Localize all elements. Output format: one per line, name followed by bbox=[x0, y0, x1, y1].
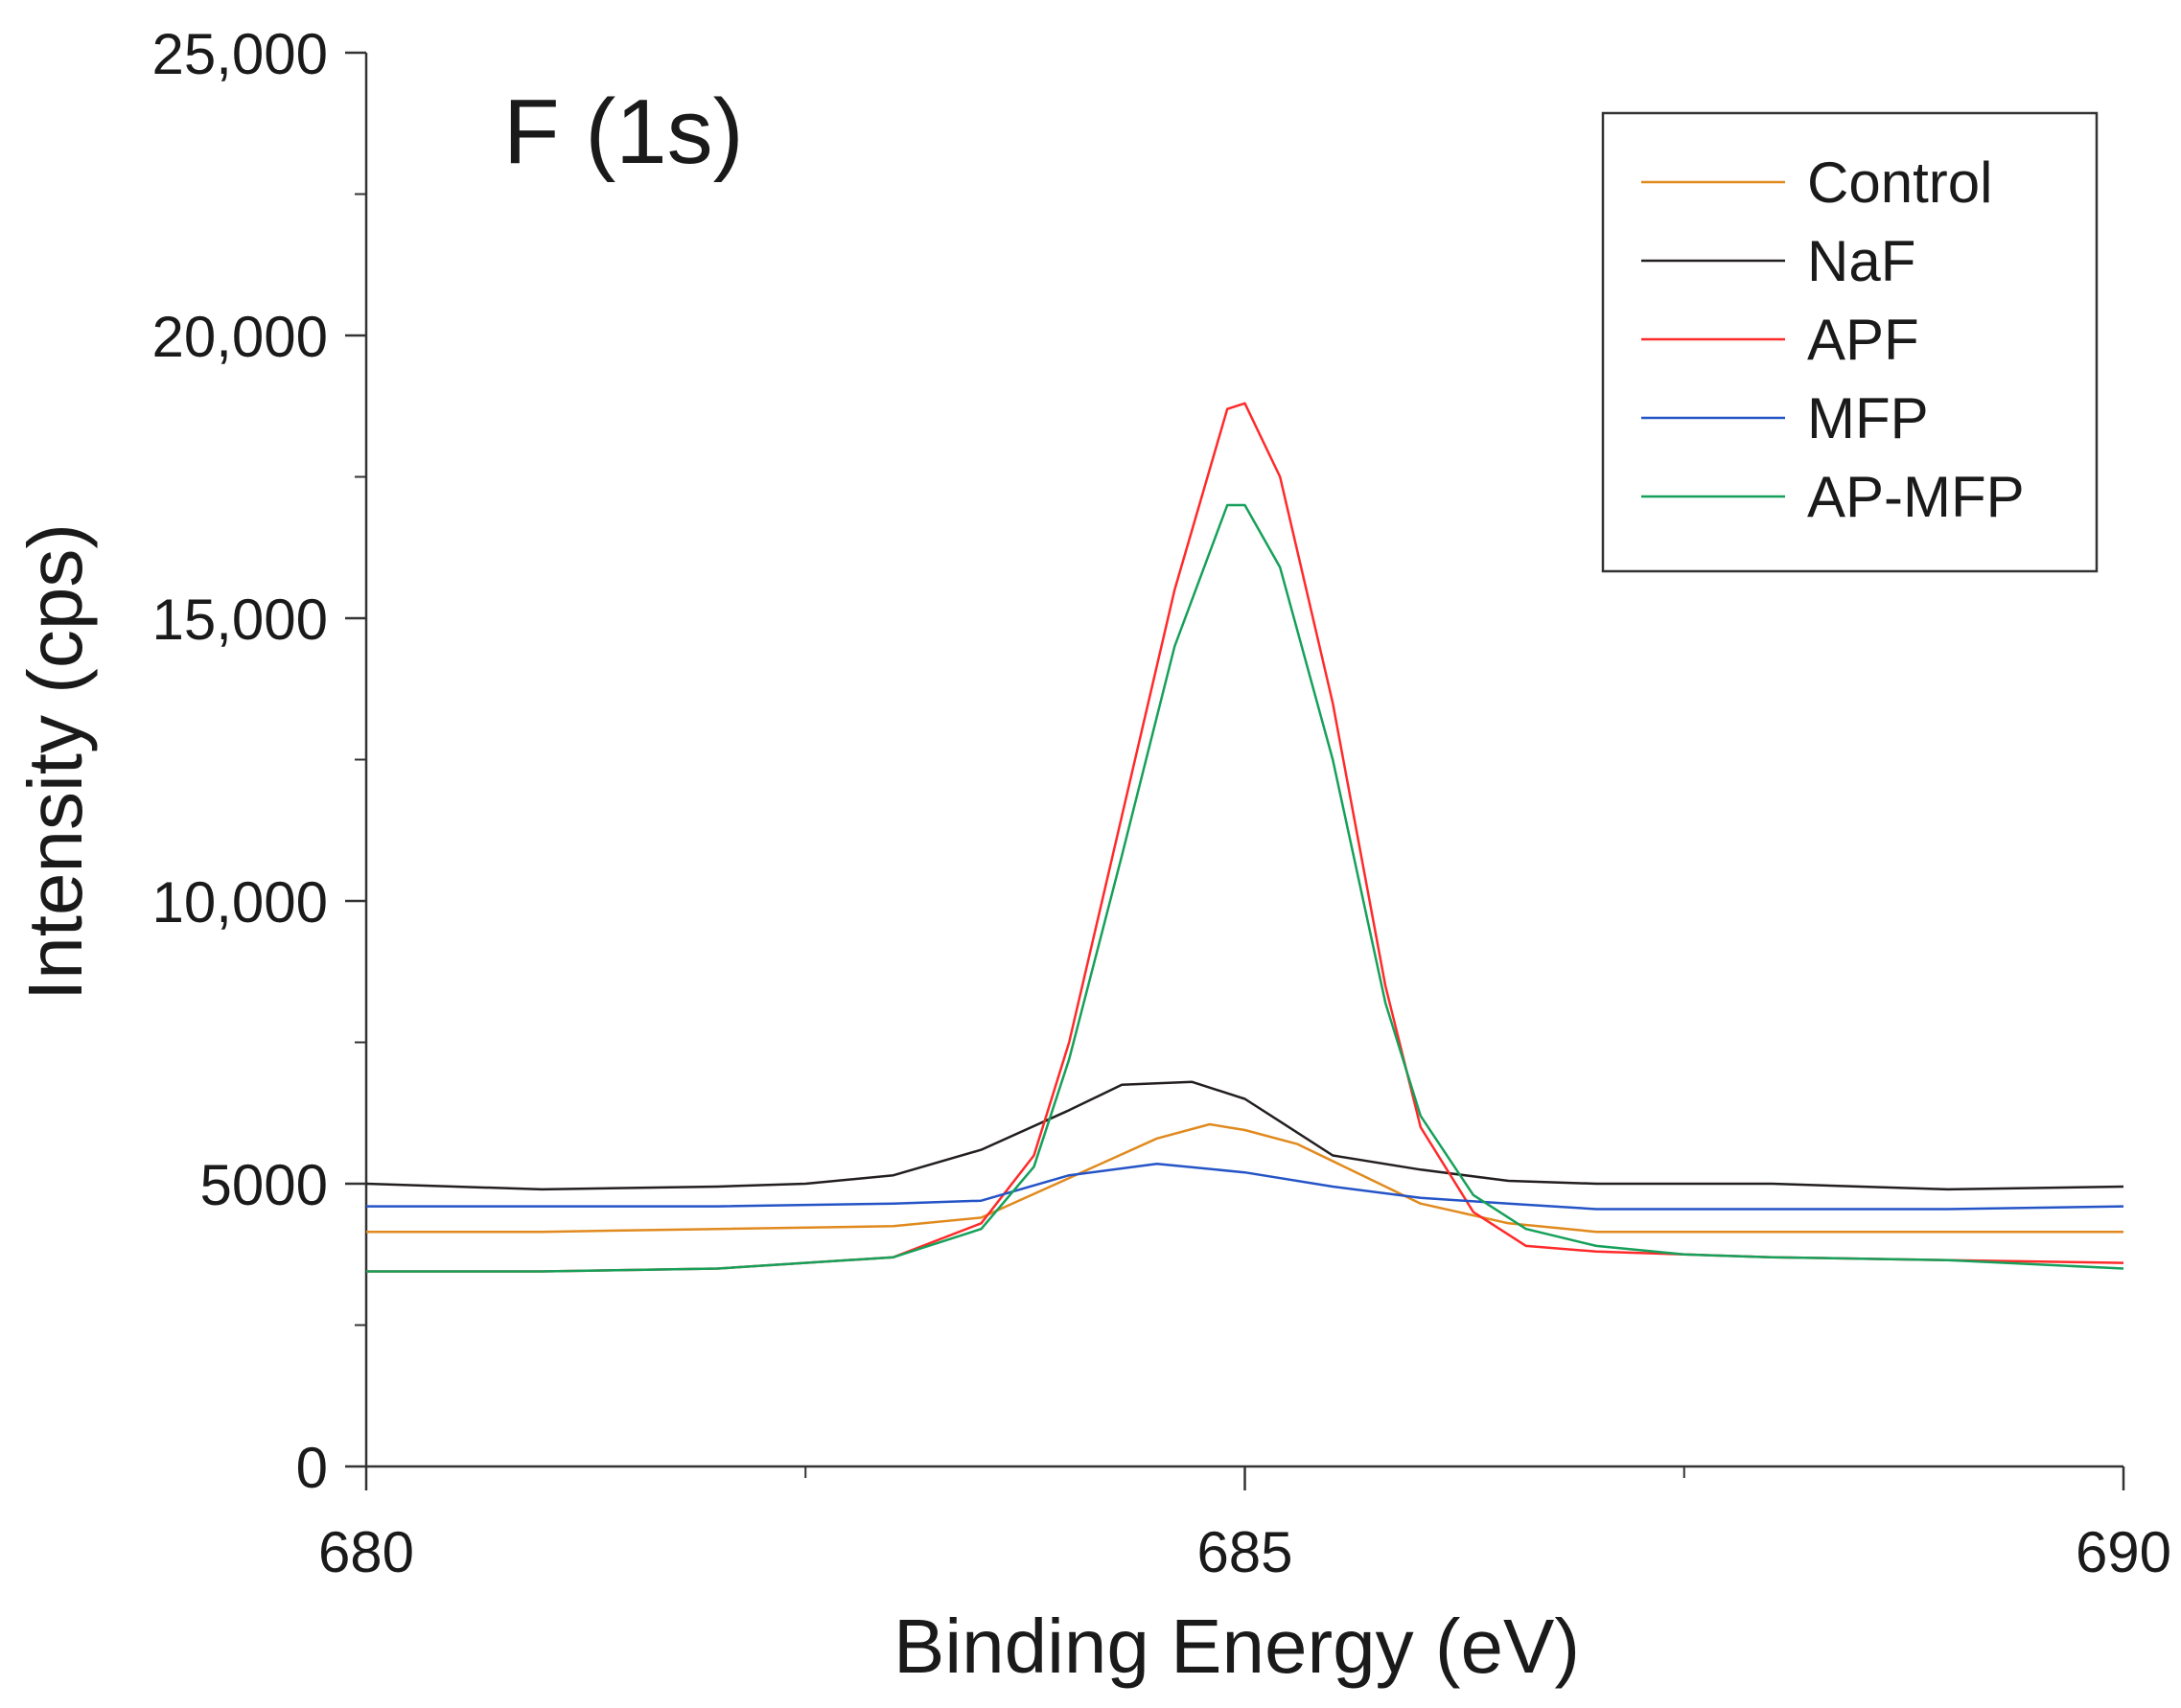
legend-items: Control NaF APF MFP AP-MFP bbox=[1641, 150, 2025, 529]
series-line-mfp bbox=[366, 1163, 2124, 1211]
y-tick-label: 0 bbox=[296, 1436, 328, 1500]
legend: Control NaF APF MFP AP-MFP bbox=[1601, 111, 2099, 573]
x-tick-label: 685 bbox=[1196, 1520, 1292, 1584]
series-line-ap-mfp bbox=[366, 503, 2124, 1273]
x-axis-title: Binding Energy (eV) bbox=[893, 1604, 1580, 1689]
x-tick-label: 690 bbox=[2076, 1520, 2171, 1584]
axes-layer: 0 5000 10,000 15,000 20,000 25,000 680 685 690 bbox=[151, 22, 2171, 1584]
y-axis-title: Intensity (cps) bbox=[12, 523, 98, 1001]
series-line-apf bbox=[366, 402, 2124, 1273]
legend-label-naf: NaF bbox=[1807, 229, 1915, 293]
y-tick-label: 25,000 bbox=[151, 22, 328, 86]
legend-label-apf: APF bbox=[1807, 308, 1919, 372]
legend-box bbox=[1601, 111, 2099, 573]
y-tick-label: 20,000 bbox=[151, 305, 328, 369]
series-line-control bbox=[366, 1122, 2123, 1234]
y-tick-label: 10,000 bbox=[151, 870, 328, 935]
series-line-naf bbox=[365, 1080, 2124, 1191]
legend-label-ap-mfp: AP-MFP bbox=[1807, 465, 2025, 529]
chart-title: F (1s) bbox=[503, 81, 744, 183]
series-layer bbox=[365, 402, 2124, 1273]
y-tick-label: 15,000 bbox=[151, 588, 328, 652]
legend-label-mfp: MFP bbox=[1807, 386, 1929, 450]
x-tick-label: 680 bbox=[318, 1520, 414, 1584]
y-tick-label: 5000 bbox=[200, 1153, 328, 1217]
legend-label-control: Control bbox=[1807, 150, 1992, 215]
